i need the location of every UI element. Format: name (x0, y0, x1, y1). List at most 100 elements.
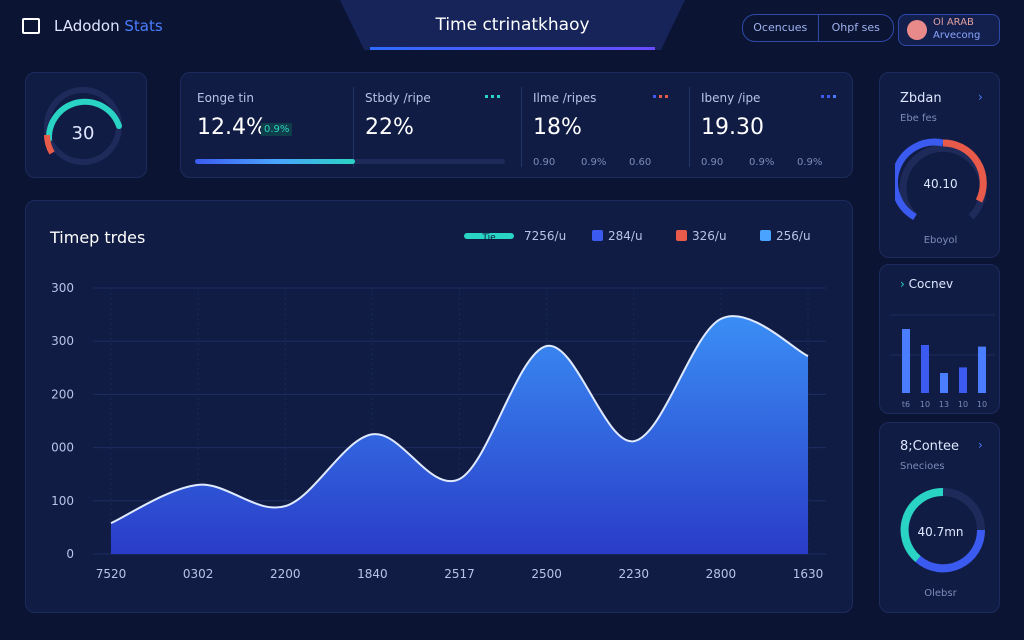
user-chip[interactable]: Ol ARAB Arvecong (898, 14, 1000, 46)
side-sub: Ebe fes (900, 113, 937, 124)
dot (485, 95, 488, 98)
button-group: Ocencues Ohpf ses (742, 14, 894, 42)
x-tick-label: 7520 (96, 567, 127, 581)
donut-foot: Olebsr (924, 588, 957, 599)
kpi-label: Stbdy /ripe (365, 91, 431, 105)
kpi-label: Eonge tin (197, 91, 254, 105)
line (110, 315, 809, 525)
dot (665, 95, 668, 98)
kpi-value: 19.30 (701, 115, 764, 140)
kpi-label: Ilme /ripes (533, 91, 597, 105)
kpi-label: Ibeny /ipe (701, 91, 761, 105)
gauge (895, 138, 987, 221)
legend-label: Tie (481, 233, 496, 243)
kpi-value: 12.4% (197, 115, 267, 140)
area (111, 316, 808, 554)
kpi-value: 22% (365, 115, 414, 140)
kpi-badge: 0.9% (261, 123, 293, 136)
dot (827, 95, 830, 98)
dot (659, 95, 662, 98)
x-tick-label: 2230 (618, 567, 649, 581)
side-card: › Cocnev t6 10 13 10 10 (879, 264, 1000, 414)
button[interactable]: Ohpf ses (831, 21, 880, 34)
user-name: Ol ARAB (933, 17, 974, 28)
x-tick-label: 0302 (183, 567, 214, 581)
side-title: 8;Contee (900, 439, 960, 454)
gauge-card: 30 (25, 72, 147, 178)
page-title: Time ctrinatkhaoy (435, 15, 590, 35)
kpi-foot: 0.9% (797, 157, 823, 168)
y-tick-label: 100 (51, 494, 74, 508)
donut-value: 40.7mn (917, 525, 964, 539)
brand-accent: Stats (124, 17, 163, 35)
bar-chart: t6 10 13 10 10 (890, 314, 995, 409)
divider (521, 87, 522, 167)
chevron[interactable]: › (978, 90, 983, 104)
divider (353, 87, 354, 167)
kpi-value: 18% (533, 115, 582, 140)
x-tick-label: 2800 (706, 567, 737, 581)
x-tick-label: 1630 (793, 567, 824, 581)
legend-label: 256/u (776, 229, 811, 243)
x-tick-label: 2517 (444, 567, 475, 581)
chart-title: Timep trdes (49, 228, 145, 247)
y-tick-label: 000 (51, 441, 74, 455)
dot (497, 95, 500, 98)
dot (833, 95, 836, 98)
bar (940, 373, 948, 393)
kpi-foot: 0.9% (581, 157, 607, 168)
x-tick-label: 2500 (531, 567, 562, 581)
donut (900, 487, 986, 573)
legend-swatch (592, 230, 603, 241)
brand-name: LAdodon (54, 17, 120, 35)
dot (653, 95, 656, 98)
x-tick-label: 10 (920, 400, 930, 409)
legend-label: 284/u (608, 229, 643, 243)
bar (921, 345, 929, 393)
button[interactable]: Ocencues (743, 15, 819, 41)
y-tick-label: 300 (51, 334, 74, 348)
bar (902, 329, 910, 393)
side-title: Zbdan (900, 91, 942, 106)
user-role: Arvecong (933, 30, 981, 41)
y-tick-label: 200 (51, 387, 74, 401)
side-title-row: › Cocnev (900, 277, 954, 291)
x-tick-label: 10 (958, 400, 968, 409)
y-tick-label: 300 (51, 281, 74, 295)
kpi-foot: 0.90 (533, 157, 556, 168)
gauge-value: 30 (71, 123, 95, 144)
area-chart: Timep trdes 0 100 000 200 300 300 7520 0302 2200 1… (49, 228, 826, 581)
divider (689, 87, 690, 167)
kpi-foot: 0.60 (629, 157, 652, 168)
dot (491, 95, 494, 98)
brand: LAdodon Stats (54, 17, 163, 35)
logo (22, 18, 40, 34)
kpi-card: Eonge tin 12.4% 0.9% Stbdy /ripe 22% Ilme /ri… (180, 72, 853, 178)
gauge (44, 87, 122, 165)
avatar (907, 20, 927, 40)
title-tab (340, 0, 685, 50)
legend-pill (464, 233, 514, 239)
bar (978, 346, 986, 393)
kpi-foot: 0.90 (701, 157, 724, 168)
x-tick-label: 10 (977, 400, 987, 409)
x-tick-label: t6 (902, 400, 910, 409)
side-card: Zbdan › Ebe fes 40.10 Eboyol (879, 72, 1000, 258)
legend-label: 326/u (692, 229, 727, 243)
chart-card: Timep trdes 0 100 000 200 300 300 7520 0302 2200 1… (25, 200, 853, 613)
legend-swatch (676, 230, 687, 241)
x-tick-label: 13 (939, 400, 949, 409)
legend-label: 7256/u (524, 229, 566, 243)
side-card: 8;Contee › Snecioes 40.7mn Olebsr (879, 422, 1000, 613)
dot (821, 95, 824, 98)
gauge-value: 40.10 (923, 177, 958, 191)
side-title: Cocnev (908, 277, 954, 291)
x-tick-label: 2200 (270, 567, 301, 581)
chevron[interactable]: › (978, 438, 983, 452)
title-underline (370, 47, 655, 50)
kpi-foot: 0.9% (749, 157, 775, 168)
side-sub: Snecioes (900, 461, 945, 472)
progress-fill (195, 159, 355, 164)
gauge-foot: Eboyol (923, 235, 958, 246)
